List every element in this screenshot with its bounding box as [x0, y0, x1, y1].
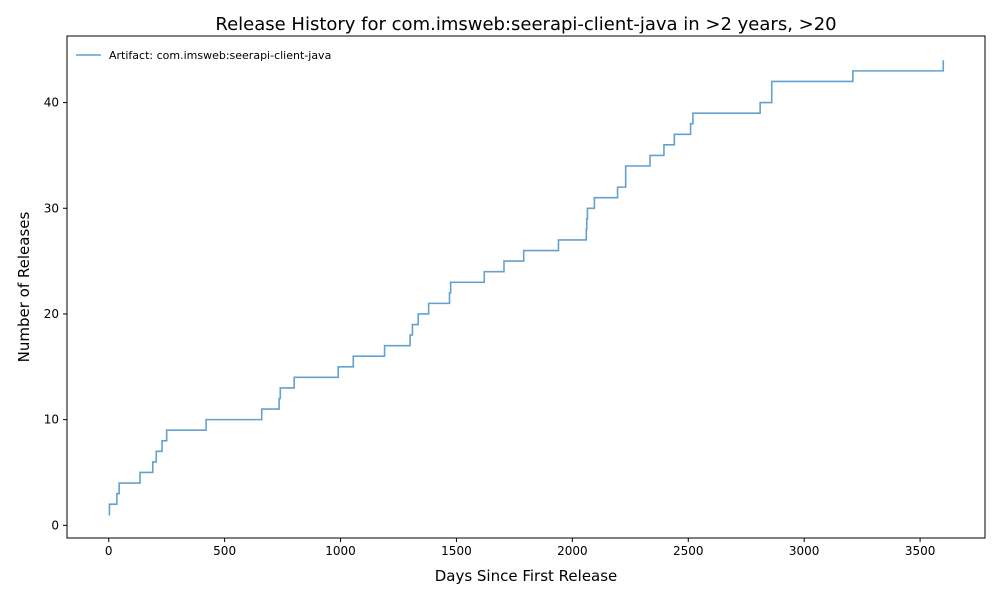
y-axis-ticks: 0 10 20 30 40 [44, 96, 67, 532]
y-tick-label: 40 [44, 96, 59, 110]
x-tick-label: 1000 [325, 544, 356, 558]
x-tick-label: 3000 [789, 544, 820, 558]
x-axis-ticks: 0 500 1000 1500 2000 2500 3000 3500 [105, 538, 935, 558]
legend-label: Artifact: com.imsweb:seerapi-client-java [109, 49, 331, 62]
plot-frame [66, 35, 986, 539]
x-tick-label: 500 [213, 544, 236, 558]
series-line [108, 60, 945, 516]
x-tick-label: 3500 [905, 544, 936, 558]
y-axis-label: Number of Releases [15, 211, 33, 362]
x-tick-label: 0 [105, 544, 113, 558]
chart-title: Release History for com.imsweb:seerapi-c… [215, 14, 836, 35]
y-tick-label: 0 [51, 518, 59, 532]
x-tick-label: 2500 [673, 544, 704, 558]
x-axis-label: Days Since First Release [435, 567, 618, 585]
y-tick-label: 20 [44, 307, 59, 321]
plot-area [108, 60, 945, 516]
x-tick-label: 2000 [557, 544, 588, 558]
y-tick-label: 10 [44, 413, 59, 427]
x-tick-label: 1500 [441, 544, 472, 558]
y-tick-label: 30 [44, 201, 59, 215]
legend: Artifact: com.imsweb:seerapi-client-java [76, 49, 331, 62]
